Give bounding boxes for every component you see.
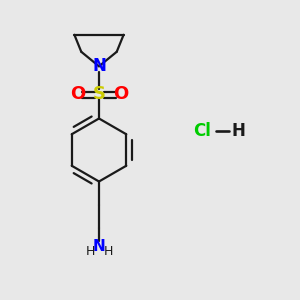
- Text: O: O: [113, 85, 128, 103]
- Text: H: H: [232, 122, 245, 140]
- Text: N: N: [92, 57, 106, 75]
- Text: H: H: [85, 245, 95, 258]
- Text: O: O: [70, 85, 85, 103]
- Text: N: N: [93, 239, 105, 254]
- Text: Cl: Cl: [194, 122, 211, 140]
- Text: H: H: [103, 245, 113, 258]
- Text: S: S: [92, 85, 106, 103]
